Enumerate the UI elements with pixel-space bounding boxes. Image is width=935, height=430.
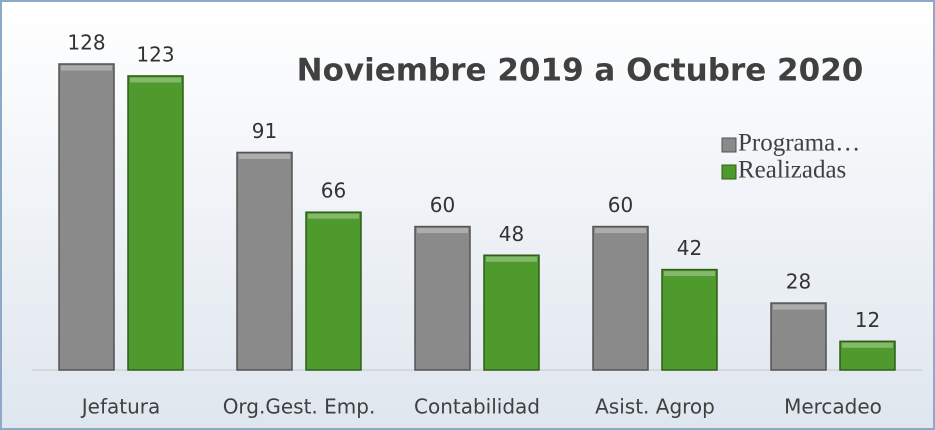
- bar-bevel: [239, 153, 290, 159]
- data-label: 60: [608, 193, 633, 217]
- legend-label: Realizadas: [738, 157, 846, 184]
- bar-bevel: [773, 304, 824, 310]
- bar: [236, 151, 293, 371]
- bar: [58, 63, 115, 371]
- data-label: 60: [430, 193, 455, 217]
- bar-bevel: [595, 228, 646, 234]
- bar-bevel: [664, 271, 715, 277]
- x-tick-label: Asist. Agrop: [595, 395, 715, 419]
- x-tick-label: Jefatura: [80, 395, 161, 419]
- bar-bevel: [486, 256, 537, 262]
- data-label: 66: [321, 179, 346, 203]
- bar: [127, 75, 184, 371]
- chart-title: Noviembre 2019 a Octubre 2020: [297, 53, 864, 89]
- data-label: 123: [136, 42, 174, 66]
- legend-swatch: [721, 137, 737, 153]
- bar-bevel: [61, 65, 112, 71]
- bar: [305, 211, 362, 371]
- bar: [839, 340, 896, 371]
- bar-bevel: [417, 228, 468, 234]
- x-tick-label: Org.Gest. Emp.: [223, 395, 376, 419]
- bar-bevel: [130, 77, 181, 83]
- data-label: 42: [677, 236, 702, 260]
- bar: [770, 302, 827, 371]
- x-tick-label: Contabilidad: [414, 395, 540, 419]
- data-label: 91: [252, 119, 277, 143]
- legend-label: Programa…: [738, 130, 860, 157]
- bar: [661, 268, 718, 371]
- bar: [592, 225, 649, 371]
- bar-bevel: [842, 342, 893, 348]
- data-label: 12: [855, 308, 880, 332]
- data-label: 28: [786, 270, 811, 294]
- bar-bevel: [308, 213, 359, 219]
- data-label: 48: [499, 222, 524, 246]
- bar: [483, 254, 540, 371]
- legend-swatch: [721, 164, 737, 180]
- data-label: 128: [67, 31, 105, 55]
- x-tick-label: Mercadeo: [784, 395, 882, 419]
- bar: [414, 225, 471, 371]
